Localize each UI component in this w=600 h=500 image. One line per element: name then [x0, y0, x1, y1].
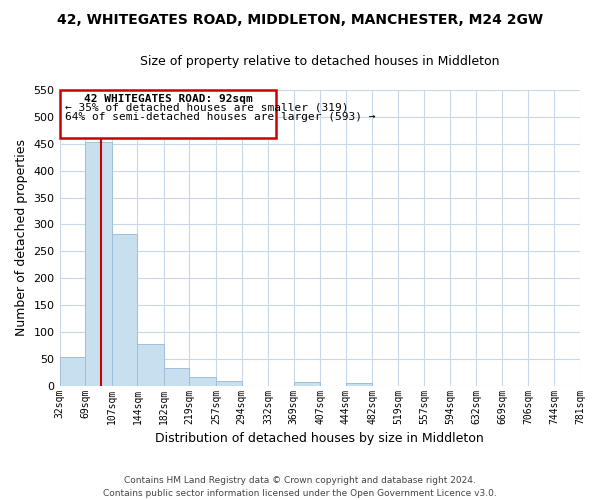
X-axis label: Distribution of detached houses by size in Middleton: Distribution of detached houses by size … [155, 432, 484, 445]
Bar [164, 368, 190, 386]
Bar [85, 142, 112, 386]
Text: ← 35% of detached houses are smaller (319): ← 35% of detached houses are smaller (31… [65, 103, 349, 113]
Text: Contains HM Land Registry data © Crown copyright and database right 2024.
Contai: Contains HM Land Registry data © Crown c… [103, 476, 497, 498]
Bar [346, 384, 372, 386]
Title: Size of property relative to detached houses in Middleton: Size of property relative to detached ho… [140, 55, 500, 68]
Bar [190, 376, 216, 386]
FancyBboxPatch shape [60, 90, 275, 138]
Text: 42, WHITEGATES ROAD, MIDDLETON, MANCHESTER, M24 2GW: 42, WHITEGATES ROAD, MIDDLETON, MANCHEST… [57, 12, 543, 26]
Bar [59, 357, 85, 386]
Y-axis label: Number of detached properties: Number of detached properties [15, 140, 28, 336]
Text: 64% of semi-detached houses are larger (593) →: 64% of semi-detached houses are larger (… [65, 112, 376, 122]
Bar [112, 234, 137, 386]
Bar [216, 381, 242, 386]
Bar [294, 382, 320, 386]
Bar [137, 344, 164, 386]
Text: 42 WHITEGATES ROAD: 92sqm: 42 WHITEGATES ROAD: 92sqm [83, 94, 253, 104]
